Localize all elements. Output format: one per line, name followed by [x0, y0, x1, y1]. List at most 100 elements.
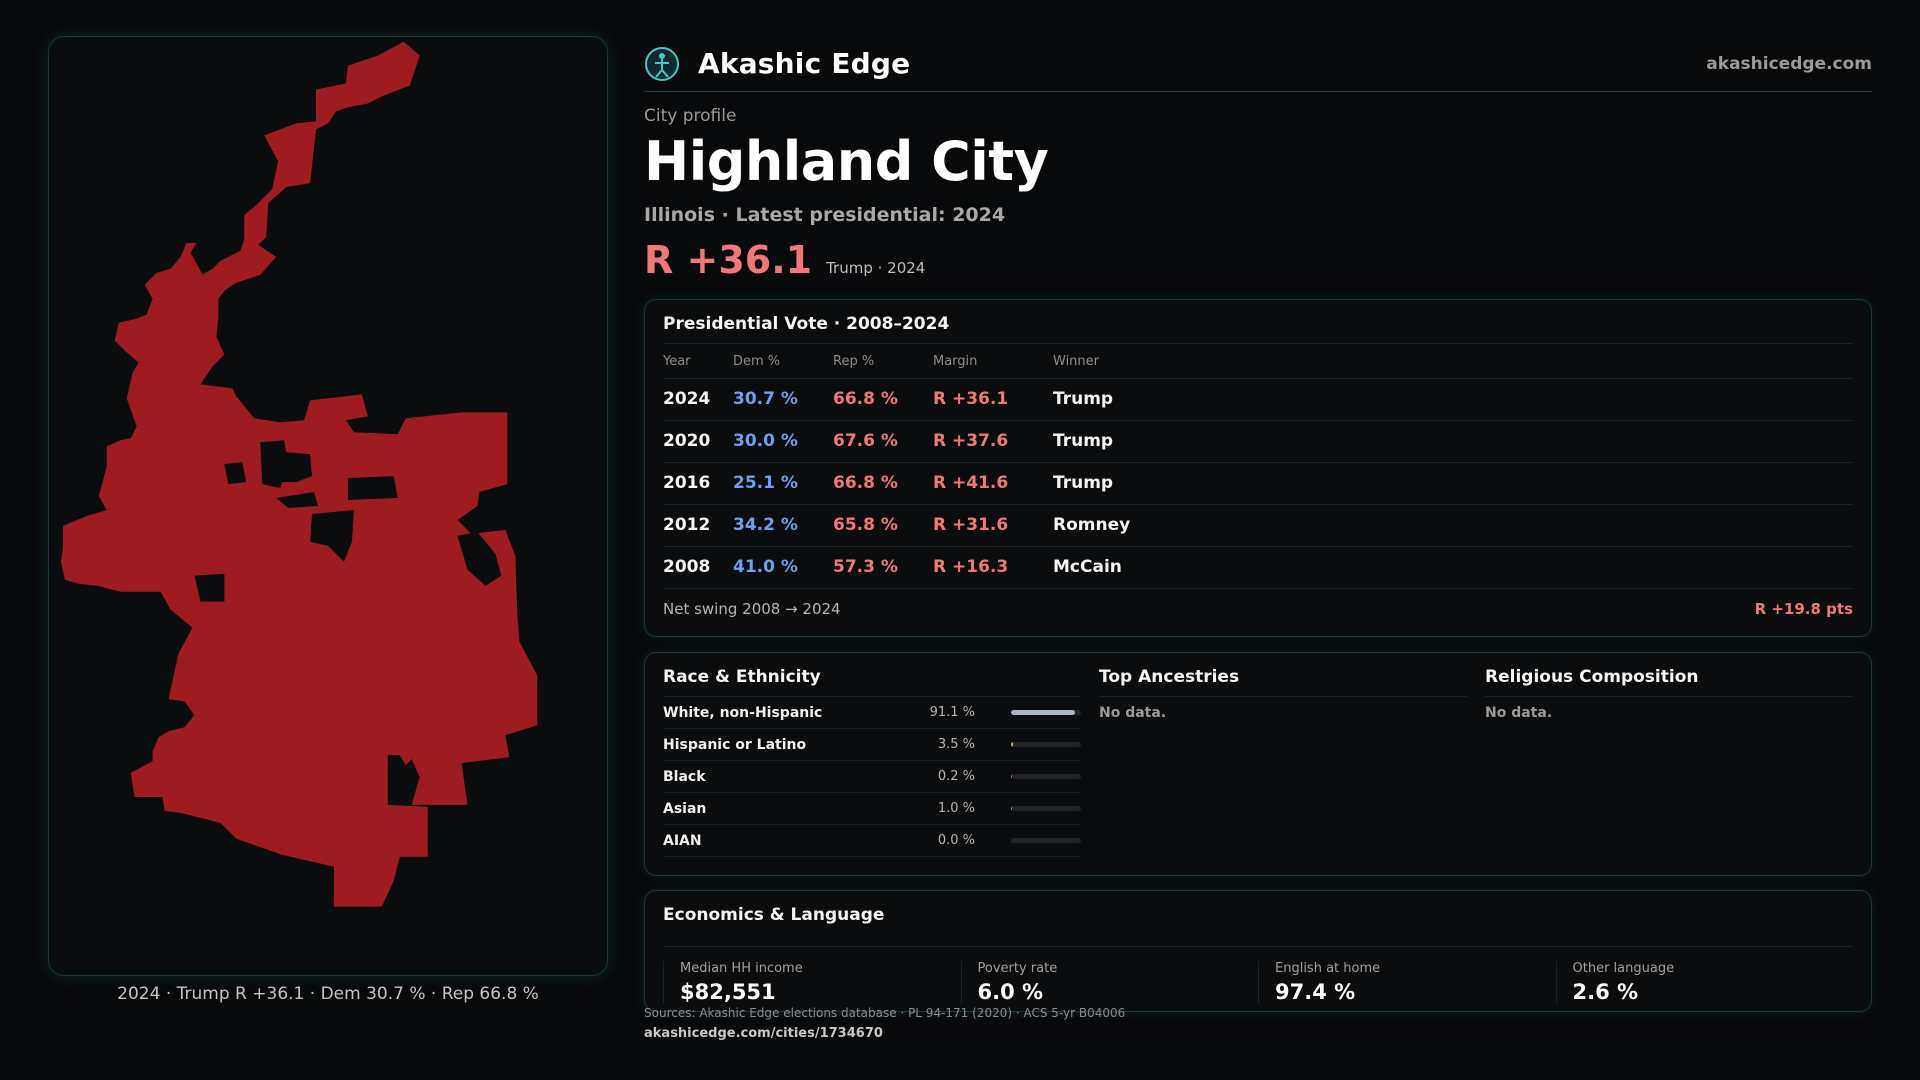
row-margin: R +36.1 — [933, 378, 1053, 421]
list-item: AIAN 0.0 % — [663, 825, 1081, 857]
race-list: White, non-Hispanic 91.1 % Hispanic or L… — [663, 697, 1081, 857]
globe-figure-icon[interactable] — [644, 46, 680, 82]
race-name: AIAN — [663, 832, 702, 849]
row-rep: 66.8 % — [833, 462, 933, 505]
econ-item-other-language: Other language 2.6 % — [1555, 961, 1854, 1004]
page-subtitle: Illinois · Latest presidential: 2024 — [644, 204, 1006, 226]
econ-label: Poverty rate — [977, 961, 1058, 976]
header-margin: Margin — [933, 346, 1053, 379]
race-name: Hispanic or Latino — [663, 736, 807, 753]
ancestries-empty: No data. — [1099, 705, 1167, 721]
econ-label: Median HH income — [680, 961, 803, 976]
race-ethnicity-section: Race & Ethnicity White, non-Hispanic 91.… — [663, 667, 1081, 861]
city-boundary-shape — [60, 41, 538, 907]
swing-label: Net swing 2008 → 2024 — [663, 599, 841, 618]
row-dem: 30.7 % — [733, 378, 833, 421]
race-bar-fill — [1011, 774, 1013, 779]
header: Akashic Edge akashicedge.com — [644, 36, 1872, 92]
row-dem: 25.1 % — [733, 462, 833, 505]
list-item: Hispanic or Latino 3.5 % — [663, 729, 1081, 761]
econ-item-income: Median HH income $82,551 — [663, 961, 961, 1004]
vote-table-header: Year Dem % Rep % Margin Winner — [663, 346, 1853, 379]
race-bar-fill — [1011, 710, 1075, 715]
headline-margin: R +36.1 Trump · 2024 — [644, 238, 925, 282]
header-dem: Dem % — [733, 346, 833, 379]
econ-value: $82,551 — [680, 980, 776, 1004]
row-winner: McCain — [1053, 546, 1853, 589]
list-item: Asian 1.0 % — [663, 793, 1081, 825]
header-year: Year — [663, 346, 733, 379]
vote-card-title: Presidential Vote · 2008–2024 — [663, 314, 1853, 344]
ancestries-title: Top Ancestries — [1099, 667, 1467, 697]
row-rep: 65.8 % — [833, 504, 933, 547]
sources-note: Sources: Akashic Edge elections database… — [644, 1006, 1126, 1020]
econ-item-poverty: Poverty rate 6.0 % — [960, 961, 1259, 1004]
vote-table: Year Dem % Rep % Margin Winner 2024 30.7… — [663, 346, 1853, 589]
row-rep: 67.6 % — [833, 420, 933, 463]
presidential-vote-card: Presidential Vote · 2008–2024 Year Dem %… — [644, 299, 1872, 637]
religion-title: Religious Composition — [1485, 667, 1853, 697]
header-winner: Winner — [1053, 346, 1853, 379]
row-year: 2012 — [663, 504, 733, 547]
row-rep: 57.3 % — [833, 546, 933, 589]
race-bar — [1011, 774, 1081, 779]
econ-label: English at home — [1275, 961, 1381, 976]
table-row: 2024 30.7 % 66.8 % R +36.1 Trump — [663, 378, 1853, 421]
list-item: Black 0.2 % — [663, 761, 1081, 793]
table-row: 2016 25.1 % 66.8 % R +41.6 Trump — [663, 462, 1853, 505]
race-name: White, non-Hispanic — [663, 704, 823, 721]
econ-value: 6.0 % — [977, 980, 1044, 1004]
net-swing: Net swing 2008 → 2024 R +19.8 pts — [663, 591, 1853, 627]
row-year: 2008 — [663, 546, 733, 589]
row-margin: R +41.6 — [933, 462, 1053, 505]
row-margin: R +16.3 — [933, 546, 1053, 589]
econ-value: 97.4 % — [1275, 980, 1356, 1004]
row-dem: 34.2 % — [733, 504, 833, 547]
map-caption: 2024 · Trump R +36.1 · Dem 30.7 % · Rep … — [117, 984, 539, 1004]
swing-value: R +19.8 pts — [1754, 599, 1853, 618]
race-value: 0.2 % — [937, 769, 975, 784]
row-year: 2020 — [663, 420, 733, 463]
race-bar — [1011, 742, 1081, 747]
religion-empty: No data. — [1485, 705, 1553, 721]
page-eyebrow: City profile — [644, 106, 737, 126]
brand-name[interactable]: Akashic Edge — [698, 47, 911, 80]
row-rep: 66.8 % — [833, 378, 933, 421]
list-item: White, non-Hispanic 91.1 % — [663, 697, 1081, 729]
table-row: 2012 34.2 % 65.8 % R +31.6 Romney — [663, 504, 1853, 547]
race-value: 91.1 % — [929, 705, 975, 720]
margin-value: R +36.1 — [644, 238, 813, 282]
race-bar-fill — [1011, 806, 1013, 811]
race-bar-fill — [1011, 742, 1014, 747]
economics-card: Economics & Language Median HH income $8… — [644, 890, 1872, 1012]
row-winner: Trump — [1053, 378, 1853, 421]
race-value: 3.5 % — [937, 737, 975, 752]
race-bar — [1011, 710, 1081, 715]
economics-title: Economics & Language — [663, 905, 1853, 947]
row-year: 2024 — [663, 378, 733, 421]
page-url[interactable]: akashicedge.com/cities/1734670 — [644, 1026, 883, 1041]
race-title: Race & Ethnicity — [663, 667, 1081, 697]
row-dem: 41.0 % — [733, 546, 833, 589]
economics-grid: Median HH income $82,551 Poverty rate 6.… — [663, 961, 1853, 1004]
religious-composition-section: Religious Composition No data. — [1485, 667, 1853, 861]
row-winner: Trump — [1053, 420, 1853, 463]
page-title: Highland City — [644, 130, 1049, 193]
race-bar — [1011, 806, 1081, 811]
top-ancestries-section: Top Ancestries No data. — [1099, 667, 1467, 861]
margin-note: Trump · 2024 — [826, 259, 926, 277]
site-link[interactable]: akashicedge.com — [1706, 53, 1872, 74]
race-name: Asian — [663, 800, 707, 817]
econ-label: Other language — [1572, 961, 1675, 976]
row-winner: Romney — [1053, 504, 1853, 547]
econ-value: 2.6 % — [1572, 980, 1639, 1004]
row-margin: R +37.6 — [933, 420, 1053, 463]
row-year: 2016 — [663, 462, 733, 505]
row-dem: 30.0 % — [733, 420, 833, 463]
demographics-card: Race & Ethnicity White, non-Hispanic 91.… — [644, 652, 1872, 876]
race-name: Black — [663, 768, 706, 785]
econ-item-english: English at home 97.4 % — [1258, 961, 1556, 1004]
row-winner: Trump — [1053, 462, 1853, 505]
header-rep: Rep % — [833, 346, 933, 379]
race-value: 1.0 % — [937, 801, 975, 816]
